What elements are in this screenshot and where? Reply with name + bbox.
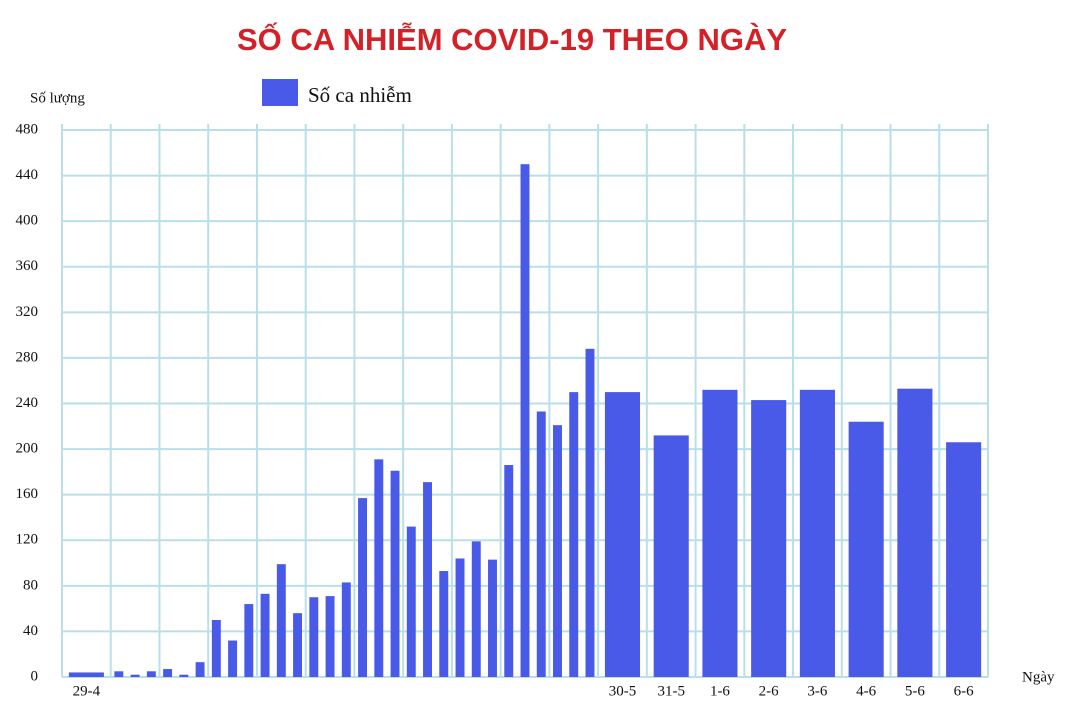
bar — [585, 348, 595, 677]
bar — [309, 597, 319, 677]
y-tick-label: 120 — [16, 532, 39, 548]
x-tick-label: 6-6 — [954, 683, 974, 699]
x-tick-label: 1-6 — [710, 683, 730, 699]
legend-swatch — [262, 79, 298, 106]
bar — [406, 526, 416, 677]
bar — [325, 596, 335, 677]
bar — [163, 669, 173, 677]
bar — [228, 640, 238, 677]
y-axis-label: Số lượng — [30, 90, 85, 106]
bar — [702, 389, 738, 677]
y-tick-label: 160 — [16, 486, 39, 502]
bar — [536, 411, 546, 677]
bar — [946, 442, 982, 677]
x-tick-label: 5-6 — [905, 683, 925, 699]
bar — [799, 389, 835, 677]
bar — [260, 593, 270, 677]
bar — [604, 392, 641, 677]
bar — [390, 470, 400, 677]
bar — [276, 564, 286, 677]
bar — [848, 421, 884, 677]
x-tick-label: 30-5 — [609, 683, 637, 699]
y-tick-label: 320 — [16, 304, 39, 320]
bar — [569, 392, 579, 677]
bar — [504, 465, 514, 677]
x-tick-label: 3-6 — [807, 683, 827, 699]
y-tick-label: 240 — [16, 395, 39, 411]
bar — [553, 425, 562, 677]
x-tick-label: 29-4 — [73, 683, 101, 699]
bar — [358, 498, 368, 677]
bar — [423, 482, 432, 677]
bar — [195, 662, 205, 677]
y-tick-label: 480 — [16, 121, 39, 137]
bar — [374, 459, 384, 677]
bar — [897, 388, 933, 677]
bar — [179, 674, 189, 677]
bar — [520, 164, 530, 677]
y-tick-label: 40 — [23, 623, 38, 639]
bar — [471, 541, 481, 677]
bar — [751, 400, 787, 677]
bar — [68, 672, 104, 677]
bar — [293, 613, 303, 677]
y-tick-label: 440 — [16, 167, 39, 183]
bar — [114, 671, 124, 677]
bar — [211, 620, 221, 677]
bar — [130, 674, 140, 677]
chart-title: SỐ CA NHIỄM COVID-19 THEO NGÀY — [237, 21, 787, 57]
x-tick-label: 2-6 — [759, 683, 779, 699]
bar — [653, 435, 689, 677]
legend-label: Số ca nhiễm — [308, 83, 412, 107]
x-tick-label: 4-6 — [856, 683, 876, 699]
y-tick-label: 400 — [16, 213, 39, 229]
bar — [439, 571, 449, 677]
y-tick-label: 200 — [16, 441, 39, 457]
x-tick-label: 31-5 — [657, 683, 685, 699]
bar — [146, 671, 156, 677]
y-tick-label: 280 — [16, 349, 39, 365]
y-tick-label: 360 — [16, 258, 39, 274]
bar — [455, 558, 465, 677]
x-axis-label: Ngày — [1022, 669, 1055, 685]
y-tick-label: 0 — [31, 668, 39, 684]
y-tick-label: 80 — [23, 577, 38, 593]
bar — [488, 559, 497, 677]
bar — [341, 582, 351, 677]
bar — [244, 604, 254, 677]
